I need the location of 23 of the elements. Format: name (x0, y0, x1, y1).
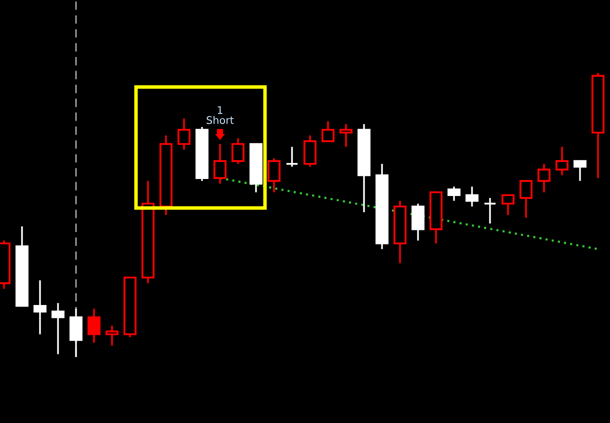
annotation: 1 Short (206, 106, 234, 124)
candlestick (178, 118, 190, 151)
candlestick (52, 302, 64, 355)
candlestick (70, 308, 82, 357)
candlestick (448, 186, 460, 202)
candlestick (556, 146, 568, 176)
candlestick (268, 157, 280, 194)
candlestick (466, 186, 478, 208)
candlestick (538, 163, 550, 194)
candlestick (214, 143, 226, 185)
candlestick (484, 197, 496, 224)
candlestick (88, 308, 100, 344)
candlestick (340, 123, 352, 148)
candlestick (34, 279, 46, 336)
candlestick (322, 120, 334, 142)
candlestick (520, 180, 532, 219)
candlestick (232, 137, 244, 165)
candlestick (304, 134, 316, 168)
candlestick (412, 202, 424, 242)
candlestick (286, 146, 298, 168)
candlestick (106, 324, 118, 346)
candlestick (574, 160, 586, 182)
candlestick (502, 194, 514, 216)
